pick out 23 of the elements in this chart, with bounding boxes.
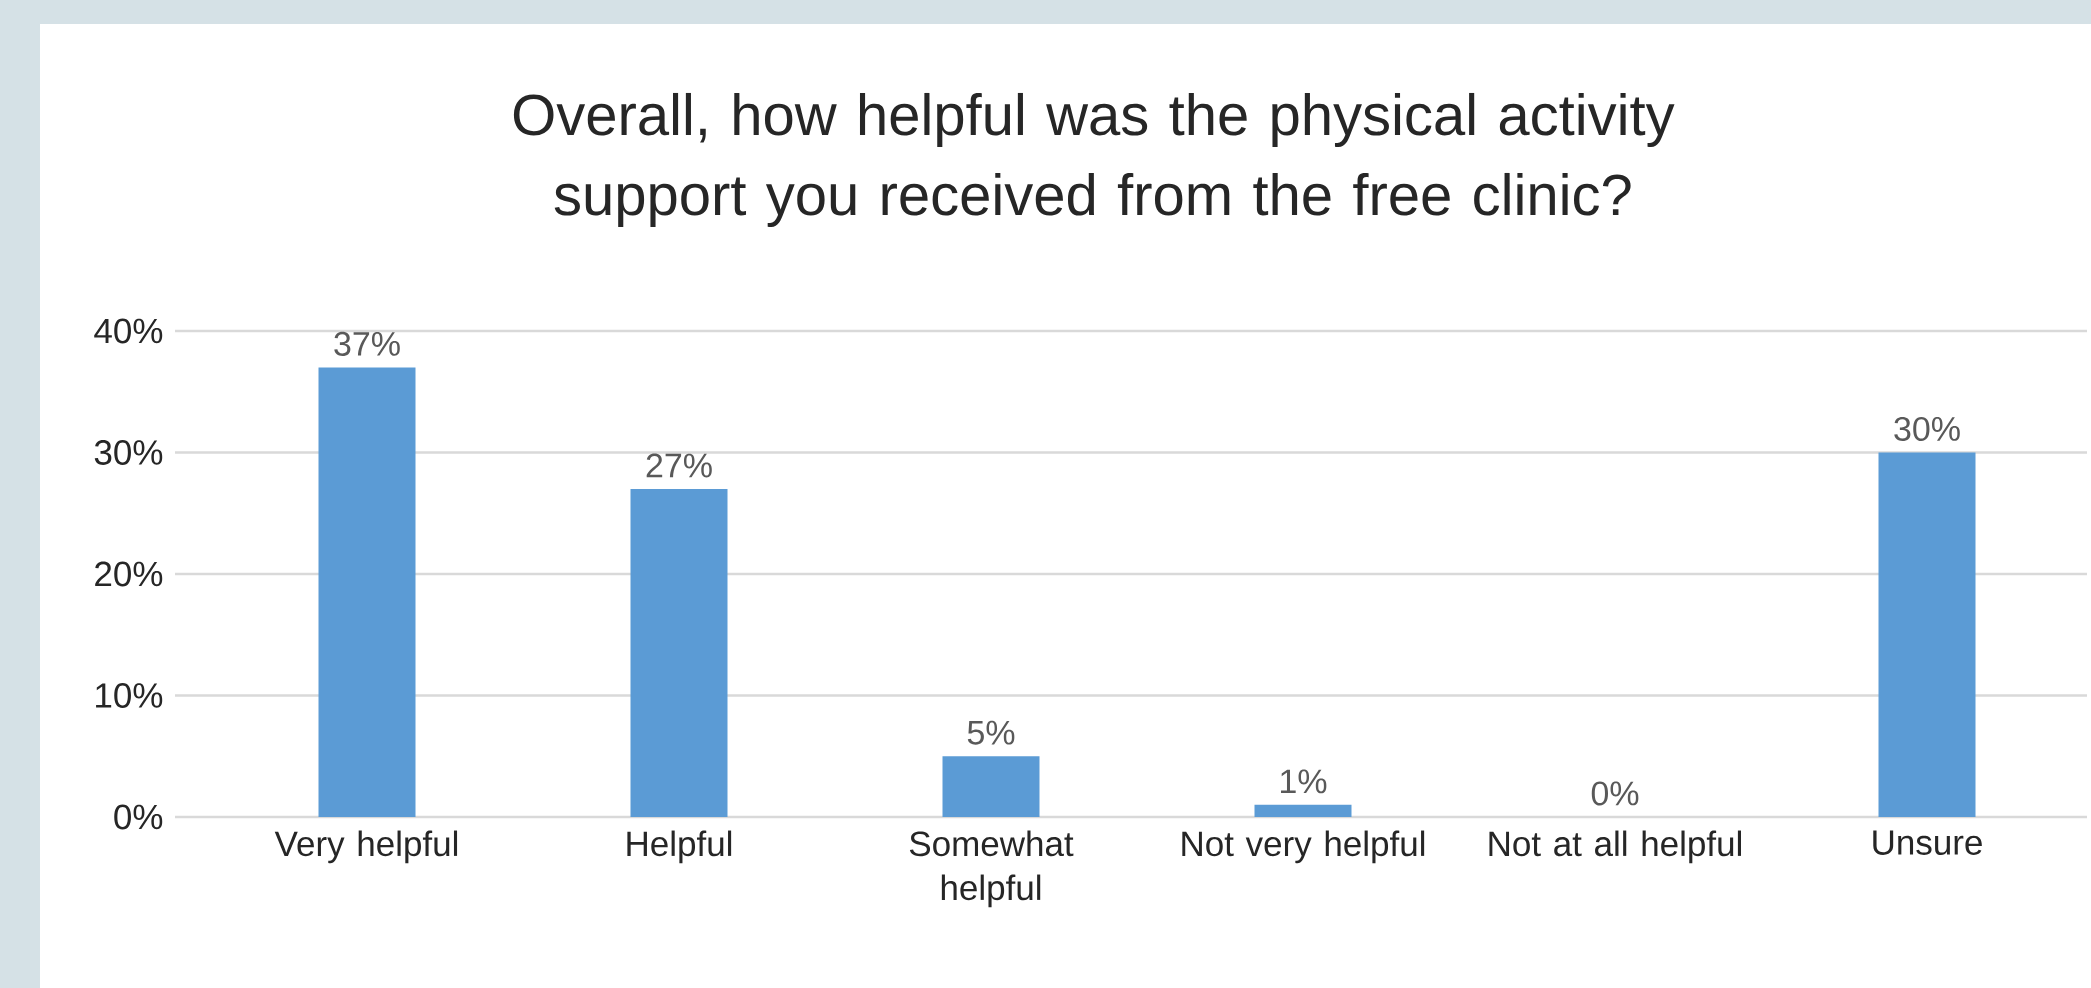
- bar: [318, 367, 416, 817]
- x-tick-label: Very helpful: [274, 830, 458, 864]
- y-tick-label: 30%: [94, 440, 163, 465]
- x-tick-label: Not very helpful: [1182, 830, 1425, 864]
- bar: [1254, 804, 1352, 817]
- data-label: 1%: [1281, 769, 1327, 794]
- chart-title: Overall, how helpful was the physical activity support you received from the free clinic?: [513, 92, 1675, 228]
- data-label: 27%: [646, 453, 712, 478]
- bar: [942, 756, 1040, 817]
- x-tick-label: Helpful: [627, 830, 732, 864]
- data-label: 5%: [967, 720, 1015, 745]
- x-tick-label: Somewhat helpful: [909, 830, 1074, 908]
- x-tick-label: Not at all helpful: [1489, 830, 1741, 864]
- y-tick-label: 0%: [114, 804, 163, 830]
- data-label: 0%: [1591, 781, 1639, 806]
- bar: [630, 488, 728, 817]
- data-label: 37%: [334, 331, 400, 356]
- y-tick-label: 10%: [96, 683, 163, 708]
- data-label: 30%: [1894, 416, 1960, 441]
- bar: [1878, 452, 1976, 817]
- y-tick-label: 40%: [94, 318, 163, 344]
- x-tick-label: Unsure: [1873, 830, 1982, 855]
- y-tick-label: 20%: [95, 561, 163, 587]
